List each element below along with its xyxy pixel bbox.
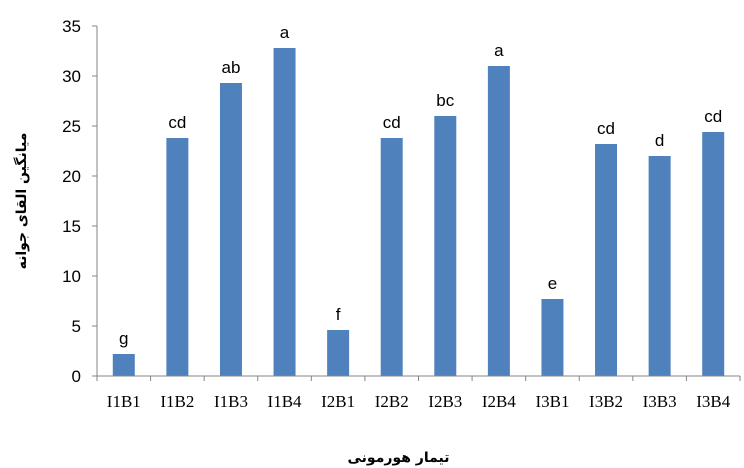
data-label: g bbox=[119, 329, 128, 348]
bar-I2B2 bbox=[380, 138, 403, 376]
bar-I3B1 bbox=[541, 299, 564, 376]
x-tick-label: I2B3 bbox=[428, 392, 462, 411]
data-label: cd bbox=[597, 119, 615, 138]
bar-I2B3 bbox=[434, 116, 457, 376]
data-label: ab bbox=[221, 58, 240, 77]
x-tick-label: I2B4 bbox=[482, 392, 517, 411]
x-tick-label: I1B3 bbox=[214, 392, 248, 411]
data-label: cd bbox=[704, 107, 722, 126]
data-label: a bbox=[494, 41, 504, 60]
bar-I1B3 bbox=[219, 83, 242, 376]
x-tick-label: I3B2 bbox=[589, 392, 623, 411]
y-tick-label: 5 bbox=[72, 317, 81, 336]
bar-I3B2 bbox=[595, 144, 618, 376]
x-tick-label: I1B2 bbox=[160, 392, 194, 411]
x-tick-label: I2B2 bbox=[375, 392, 409, 411]
bar-significance-labels: g cd ab a f cd bc a e cd d cd bbox=[119, 23, 722, 348]
x-axis-label: تیمار هورمونی bbox=[348, 450, 450, 466]
data-label: e bbox=[548, 274, 557, 293]
data-label: d bbox=[655, 131, 664, 150]
bar-I1B4 bbox=[273, 48, 296, 376]
bar-I2B1 bbox=[327, 330, 350, 376]
y-tick-label: 20 bbox=[62, 167, 81, 186]
bar-I3B4 bbox=[702, 132, 725, 376]
y-tick-label: 15 bbox=[62, 217, 81, 236]
bar-I1B1 bbox=[112, 354, 135, 376]
bar-I3B3 bbox=[648, 156, 671, 376]
y-axis-ticks: 0 5 10 15 20 25 30 35 bbox=[62, 17, 97, 386]
x-tick-label: I1B1 bbox=[107, 392, 141, 411]
x-axis-ticks: I1B1 I1B2 I1B3 I1B4 I2B1 I2B2 I2B3 I2B4 I3B1 I3B2… bbox=[96, 376, 741, 411]
y-tick-label: 35 bbox=[62, 17, 81, 36]
y-axis-label: میانگین القای جوانه bbox=[13, 133, 30, 270]
data-label: bc bbox=[436, 91, 454, 110]
y-tick-label: 0 bbox=[72, 367, 81, 386]
y-tick-label: 25 bbox=[62, 117, 81, 136]
data-label: cd bbox=[383, 113, 401, 132]
x-tick-label: I2B1 bbox=[321, 392, 355, 411]
x-tick-label: I1B4 bbox=[268, 392, 303, 411]
y-tick-label: 30 bbox=[62, 67, 81, 86]
bars bbox=[112, 48, 725, 376]
data-label: cd bbox=[168, 113, 186, 132]
x-tick-label: I3B3 bbox=[643, 392, 677, 411]
bar-I2B4 bbox=[487, 66, 510, 376]
data-label: a bbox=[280, 23, 290, 42]
bar-I1B2 bbox=[166, 138, 189, 376]
data-label: f bbox=[336, 305, 341, 324]
x-tick-label: I3B1 bbox=[535, 392, 569, 411]
y-tick-label: 10 bbox=[62, 267, 81, 286]
x-tick-label: I3B4 bbox=[696, 392, 731, 411]
